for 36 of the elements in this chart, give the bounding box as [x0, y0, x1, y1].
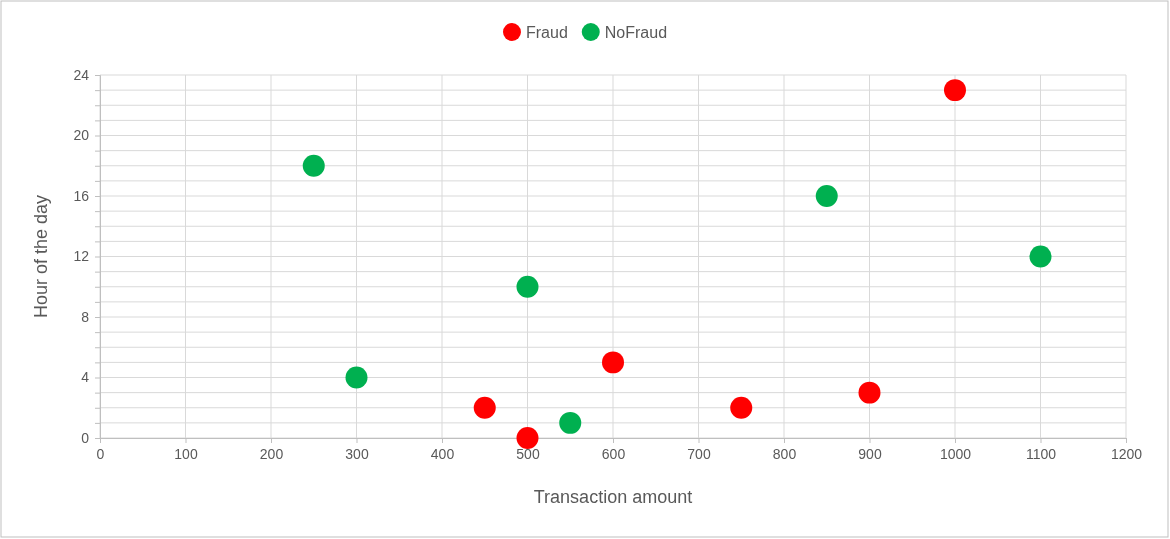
point [516, 275, 539, 298]
x-tick-label: 600 [601, 445, 626, 462]
y-tick-label: 24 [73, 66, 90, 83]
y-tick-label: 0 [81, 429, 90, 446]
legend-label: Fraud [525, 24, 568, 41]
y-tick-label: 20 [73, 127, 90, 144]
x-tick-label: 500 [516, 445, 540, 462]
x-tick-label: 1100 [1025, 445, 1057, 462]
point [1029, 245, 1052, 268]
point [345, 366, 368, 389]
y-tick-label: 8 [81, 308, 90, 325]
x-tick-label: 1200 [1110, 445, 1143, 462]
point [815, 185, 838, 207]
x-tick-label: 200 [259, 445, 284, 462]
y-axis-title: Hour of the day [31, 194, 51, 319]
point [516, 427, 539, 449]
y-tick-label: 12 [73, 248, 90, 265]
x-tick-label: 700 [687, 445, 711, 462]
y-tick-label: 4 [81, 369, 90, 386]
point [302, 154, 325, 177]
x-tick-label: 400 [430, 445, 455, 462]
y-tick-label: 16 [73, 187, 90, 204]
legend-label: NoFraud [604, 24, 668, 41]
point [473, 396, 496, 419]
point [730, 396, 753, 419]
x-tick-label: 800 [772, 445, 797, 462]
x-tick-label: 300 [345, 445, 369, 462]
x-tick-label: 900 [858, 445, 882, 462]
point [858, 381, 881, 404]
point [602, 351, 624, 374]
point [559, 411, 582, 434]
x-axis-title: Transaction amount [533, 487, 693, 507]
point [944, 79, 966, 102]
x-tick-label: 1000 [939, 445, 972, 462]
x-tick-label: 0 [96, 445, 105, 462]
x-tick-label: 100 [174, 445, 198, 462]
